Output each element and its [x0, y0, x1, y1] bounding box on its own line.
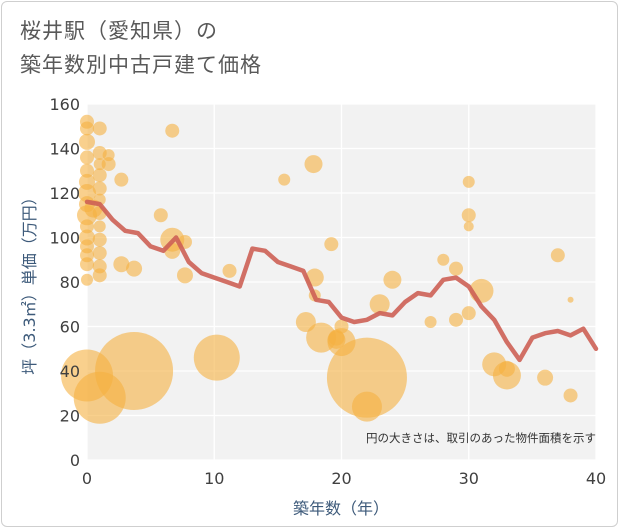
chart-title: 桜井駅（愛知県）の 築年数別中古戸建て価格	[20, 14, 262, 82]
bubble-31	[101, 157, 116, 172]
bubble-2	[79, 133, 95, 150]
chart-title-line-1: 桜井駅（愛知県）の	[20, 19, 218, 43]
bubble-37	[165, 123, 180, 138]
bubble-36	[153, 208, 168, 223]
x-tick-label-10: 10	[204, 469, 224, 488]
y-tick-label-20: 20	[60, 407, 80, 426]
y-tick-label-120: 120	[49, 184, 80, 203]
bubble-60	[437, 253, 450, 266]
bubble-61	[449, 261, 464, 276]
bubble-71	[537, 369, 554, 386]
y-tick-label-0: 0	[70, 451, 80, 470]
y-tick-label-140: 140	[49, 140, 80, 159]
bubble-50	[324, 237, 339, 252]
x-tick-label-20: 20	[331, 469, 351, 488]
bubble-25	[92, 232, 107, 247]
bubble-41	[176, 267, 193, 284]
x-tick-label-0: 0	[82, 469, 92, 488]
chart-title-line-2: 築年数別中古戸建て価格	[20, 53, 262, 77]
bubble-46	[304, 155, 323, 174]
bubble-28	[92, 268, 107, 283]
y-tick-label-80: 80	[60, 273, 80, 292]
bubble-4	[80, 163, 94, 178]
average-line-layer	[84, 199, 599, 363]
bubble-13	[80, 257, 94, 272]
bubble-64	[461, 208, 476, 223]
bubble-14	[81, 273, 93, 286]
bubble-33	[113, 256, 130, 273]
bubble-20	[92, 168, 107, 183]
bubble-35	[95, 332, 174, 410]
bubble-21	[92, 181, 107, 196]
bubble-55	[326, 337, 407, 418]
bubble-6	[78, 184, 96, 202]
bubble-32	[114, 172, 129, 187]
bubble-43	[222, 263, 237, 278]
axis-ticks: 0 20 40 60 80 100 120 140 160 0 10 20 30 40	[49, 95, 606, 488]
bubble-65	[463, 221, 474, 232]
bubble-56	[351, 391, 382, 422]
bubble-63	[462, 175, 475, 188]
bubble-59	[424, 316, 437, 329]
bubbles-layer	[61, 114, 578, 424]
bubble-66	[461, 306, 476, 321]
y-axis-label: 坪（3.3㎡）単価（万円）	[20, 189, 39, 374]
bubble-1	[80, 121, 94, 136]
x-axis-label: 築年数（年）	[293, 499, 389, 518]
bubble-62	[449, 312, 464, 327]
y-tick-label-100: 100	[49, 229, 80, 248]
bubble-57	[369, 294, 390, 315]
size-note: 円の大きさは、取引のあった物件面積を示す	[366, 431, 596, 445]
bubble-24	[93, 220, 106, 233]
y-tick-label-40: 40	[60, 362, 80, 381]
x-tick-label-40: 40	[586, 469, 606, 488]
bubble-9	[80, 219, 94, 234]
bubble-70	[498, 360, 515, 377]
bubble-72	[550, 248, 565, 263]
bubble-42	[193, 334, 240, 381]
bubble-34	[126, 260, 143, 277]
y-tick-label-60: 60	[60, 318, 80, 337]
bubble-17	[92, 121, 107, 136]
y-tick-label-160: 160	[49, 95, 80, 114]
bubble-3	[80, 150, 94, 165]
bubble-58	[383, 270, 402, 289]
bubble-74	[563, 388, 578, 403]
bubble-44	[278, 173, 291, 186]
bubble-26	[92, 246, 107, 261]
bubble-73	[567, 296, 574, 303]
average-price-line-0	[84, 199, 599, 363]
x-tick-label-30: 30	[459, 469, 479, 488]
